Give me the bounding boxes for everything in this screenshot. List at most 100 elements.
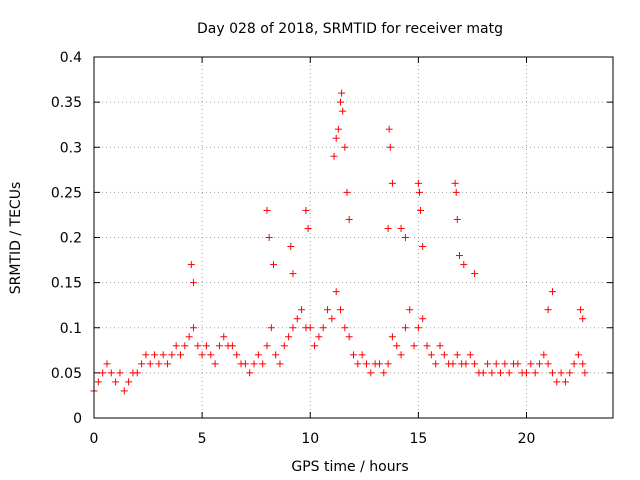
data-point xyxy=(293,315,301,323)
data-point xyxy=(302,206,310,214)
data-point xyxy=(272,351,280,359)
data-point xyxy=(315,333,323,341)
data-point xyxy=(466,351,474,359)
data-point xyxy=(241,360,249,368)
data-point xyxy=(462,360,470,368)
data-point xyxy=(328,315,336,323)
x-tick-label: 10 xyxy=(301,431,319,447)
data-point xyxy=(311,342,319,350)
data-point xyxy=(393,342,401,350)
data-point xyxy=(471,360,479,368)
data-point xyxy=(440,351,448,359)
data-point xyxy=(194,342,202,350)
data-point xyxy=(285,333,293,341)
data-point xyxy=(350,351,357,359)
data-point xyxy=(233,351,241,359)
data-point xyxy=(384,224,392,232)
axis-ticks xyxy=(93,56,613,419)
x-tick-label: 15 xyxy=(409,431,427,447)
data-point xyxy=(298,306,306,314)
data-point xyxy=(414,179,422,187)
data-point xyxy=(419,243,427,251)
data-point xyxy=(375,360,383,368)
data-points xyxy=(90,89,589,395)
data-point xyxy=(557,369,565,377)
data-point xyxy=(306,324,314,332)
y-tick-label: 0.25 xyxy=(51,185,82,201)
y-axis-title: SRMTID / TECUs xyxy=(8,182,24,295)
data-point xyxy=(455,252,463,260)
data-point xyxy=(561,378,569,386)
data-point xyxy=(94,378,102,386)
data-point xyxy=(345,333,353,341)
data-point xyxy=(254,351,262,359)
y-tick-label: 0.1 xyxy=(60,321,82,337)
data-point xyxy=(479,369,487,377)
data-point xyxy=(267,324,275,332)
data-point xyxy=(410,342,418,350)
data-point xyxy=(142,351,150,359)
data-point xyxy=(566,369,574,377)
data-point xyxy=(334,125,342,133)
data-point xyxy=(423,342,431,350)
data-point xyxy=(432,360,440,368)
data-point xyxy=(151,351,159,359)
data-point xyxy=(215,342,223,350)
data-point xyxy=(164,360,172,368)
data-point xyxy=(581,369,589,377)
data-point xyxy=(544,306,552,314)
data-point xyxy=(345,215,353,223)
data-point xyxy=(579,360,587,368)
x-axis-tick-labels: 0 5 10 15 20 xyxy=(90,431,536,447)
y-tick-label: 0.2 xyxy=(60,231,82,247)
data-point xyxy=(263,206,271,214)
data-point xyxy=(168,351,176,359)
data-point xyxy=(185,333,193,341)
data-point xyxy=(540,351,548,359)
data-point xyxy=(189,324,197,332)
data-point xyxy=(125,378,133,386)
data-point xyxy=(269,261,277,269)
data-point xyxy=(505,369,513,377)
data-point xyxy=(460,261,468,269)
data-point xyxy=(250,360,258,368)
data-point xyxy=(449,360,457,368)
data-point xyxy=(548,369,556,377)
y-tick-label: 0.4 xyxy=(60,50,82,66)
data-point xyxy=(338,89,346,97)
x-tick-label: 20 xyxy=(518,431,536,447)
data-point xyxy=(397,351,405,359)
y-tick-label: 0.35 xyxy=(51,95,82,111)
data-point xyxy=(384,360,392,368)
data-point xyxy=(354,360,362,368)
data-point xyxy=(265,234,273,241)
data-point xyxy=(304,224,312,232)
y-tick-label: 0.05 xyxy=(51,366,82,382)
data-point xyxy=(531,369,539,377)
data-point xyxy=(535,360,543,368)
data-point xyxy=(362,360,370,368)
y-axis-tick-labels: 0 0.05 0.1 0.15 0.2 0.25 0.3 0.35 0.4 xyxy=(51,50,82,427)
data-point xyxy=(579,315,587,323)
data-point xyxy=(116,369,124,377)
data-point xyxy=(380,369,388,377)
data-point xyxy=(419,315,427,323)
data-point xyxy=(146,360,154,368)
data-point xyxy=(246,369,254,377)
data-point xyxy=(385,125,393,133)
data-point xyxy=(386,143,394,151)
data-point xyxy=(451,179,459,187)
data-point xyxy=(574,351,582,359)
data-point xyxy=(103,360,111,368)
data-point xyxy=(488,369,496,377)
data-point xyxy=(172,342,180,350)
data-point xyxy=(417,206,425,214)
data-point xyxy=(332,134,340,142)
data-point xyxy=(471,270,479,278)
data-point xyxy=(280,342,288,350)
data-point xyxy=(397,224,405,232)
data-point xyxy=(202,342,210,350)
data-point xyxy=(211,360,219,368)
